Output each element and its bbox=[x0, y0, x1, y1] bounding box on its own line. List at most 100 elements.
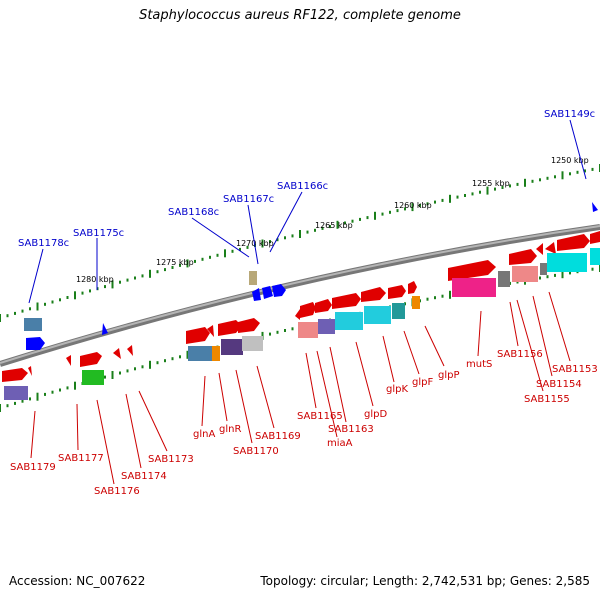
gene-label-sab1177: SAB1177 bbox=[58, 453, 104, 464]
scale-bottom-major-tick bbox=[74, 381, 76, 390]
scale-top-minor-tick bbox=[164, 268, 166, 272]
gene-label-sab1155: SAB1155 bbox=[524, 394, 570, 405]
gene-sab1165-marker bbox=[295, 309, 300, 320]
scale-label-1260: 1260 kbp bbox=[394, 201, 432, 210]
scale-top-major-tick bbox=[299, 230, 301, 238]
scale-top-minor-tick bbox=[321, 226, 324, 230]
scale-top-minor-tick bbox=[156, 270, 159, 274]
callout-line-glpk bbox=[382, 335, 395, 383]
gene-sab1178c-arrow bbox=[26, 337, 45, 350]
scale-top-minor-tick bbox=[201, 257, 204, 261]
gene-muts-arrow bbox=[448, 260, 496, 281]
gene-sab1170-arrow bbox=[218, 320, 242, 336]
scale-top-minor-tick bbox=[344, 221, 346, 225]
topology-label: Topology: circular; Length: 2,742,531 bp… bbox=[260, 574, 590, 588]
gene-label-sab1178c: SAB1178c bbox=[18, 238, 69, 249]
callout-line-sab1169 bbox=[256, 365, 275, 429]
scale-top-minor-tick bbox=[569, 172, 571, 176]
gene-label-glpk: glpK bbox=[386, 384, 408, 395]
scale-top-minor-tick bbox=[179, 263, 181, 267]
scale-top-minor-tick bbox=[29, 307, 31, 311]
gene-label-sab1165: SAB1165 bbox=[297, 411, 343, 422]
scale-bottom-major-tick bbox=[111, 371, 114, 379]
scale-bottom-minor-tick bbox=[29, 397, 31, 401]
scale-bottom-minor-tick bbox=[134, 367, 136, 371]
scale-bottom-minor-tick bbox=[21, 399, 24, 403]
scale-top-major-tick bbox=[561, 171, 564, 180]
gene-sab1176-arrow bbox=[80, 352, 102, 367]
scale-bottom-major-tick bbox=[186, 350, 189, 359]
gene-sab1179-arrow bbox=[2, 368, 28, 382]
top-strand-genes bbox=[24, 202, 598, 350]
gene-sab1173-arrow bbox=[127, 345, 133, 356]
callout-line-sab1154 bbox=[532, 295, 553, 377]
scale-top-minor-tick bbox=[141, 274, 144, 278]
scale-top-minor-tick bbox=[291, 234, 294, 238]
gene-sab1155-box bbox=[512, 266, 538, 282]
scale-top-major-tick bbox=[186, 259, 189, 268]
gene-label-miaa: miaA bbox=[327, 438, 353, 449]
gene-glpk-arrow bbox=[388, 285, 406, 299]
scale-top-major-tick bbox=[486, 186, 489, 195]
scale-bottom-minor-tick bbox=[14, 401, 16, 405]
callout-line-sab1165 bbox=[305, 352, 317, 409]
scale-top-minor-tick bbox=[516, 182, 519, 186]
gene-sab1166c-arrow-b bbox=[272, 284, 286, 297]
scale-top-major-tick bbox=[149, 269, 151, 278]
gene-next-arrow bbox=[590, 231, 600, 244]
gene-sab1153-box bbox=[547, 253, 587, 272]
scale-top-minor-tick bbox=[426, 202, 429, 206]
gene-sab1163-arrow bbox=[332, 293, 361, 309]
scale-top-minor-tick bbox=[366, 216, 369, 220]
gene-glpf-box bbox=[412, 296, 420, 309]
gene-sab1176-box bbox=[82, 370, 104, 385]
callout-line-sab1163 bbox=[329, 346, 347, 423]
scale-top-minor-tick bbox=[171, 266, 174, 269]
scale-bottom-minor-tick bbox=[164, 359, 166, 363]
scale-bottom-minor-tick bbox=[179, 355, 181, 359]
gene-sab1169-box bbox=[242, 336, 263, 351]
scale-top-minor-tick bbox=[276, 238, 279, 242]
scale-label-1280: 1280 kbp bbox=[76, 275, 114, 284]
scale-label-1265: 1265 kbp bbox=[315, 221, 353, 230]
scale-top-minor-tick bbox=[126, 278, 129, 282]
gene-sab1179-box bbox=[4, 386, 28, 400]
gene-sab1155-marker bbox=[536, 243, 543, 255]
gene-miaa-box bbox=[318, 319, 335, 334]
gene-glpk-box bbox=[392, 303, 405, 319]
scale-top-minor-tick bbox=[434, 200, 436, 204]
scale-top-minor-tick bbox=[441, 198, 444, 202]
scale-top-minor-tick bbox=[239, 247, 241, 251]
genome-backbone bbox=[0, 224, 600, 367]
scale-top-minor-tick bbox=[314, 228, 316, 232]
callout-line-sab1178c bbox=[28, 248, 44, 304]
scale-top-minor-tick bbox=[464, 194, 466, 197]
scale-top-minor-tick bbox=[419, 203, 421, 207]
gene-label-sab1156: SAB1156 bbox=[497, 349, 543, 360]
scale-top-minor-tick bbox=[209, 255, 211, 259]
scale-top-minor-tick bbox=[246, 245, 249, 249]
scale-top-minor-tick bbox=[351, 219, 354, 223]
callout-line-glnr bbox=[218, 372, 228, 422]
callout-line-sab1170 bbox=[235, 369, 253, 444]
gene-glnr-box bbox=[212, 346, 220, 361]
scale-bottom-major-tick bbox=[149, 360, 151, 369]
gene-sab1165-box bbox=[298, 322, 318, 338]
callout-line-sab1166c bbox=[269, 191, 303, 253]
callout-line-sab1156 bbox=[509, 301, 519, 347]
scale-top-minor-tick bbox=[284, 236, 286, 240]
callout-lines-top bbox=[28, 119, 587, 304]
gene-label-glpd: glpD bbox=[364, 409, 387, 420]
gene-next-box bbox=[590, 248, 600, 265]
gene-sab1169-arrow bbox=[238, 318, 260, 333]
gene-label-sab1168c: SAB1168c bbox=[168, 207, 219, 218]
scale-bottom-minor-tick bbox=[284, 329, 286, 332]
gene-miaa-arrow bbox=[315, 299, 332, 313]
gene-sab1154-box bbox=[540, 263, 547, 275]
callout-line-miaa bbox=[316, 350, 338, 438]
scale-top-minor-tick bbox=[494, 187, 496, 191]
scale-top-major-tick bbox=[336, 220, 339, 229]
scale-bottom-minor-tick bbox=[171, 357, 174, 361]
scale-top-minor-tick bbox=[501, 186, 504, 189]
callout-line-glpf bbox=[403, 330, 420, 375]
